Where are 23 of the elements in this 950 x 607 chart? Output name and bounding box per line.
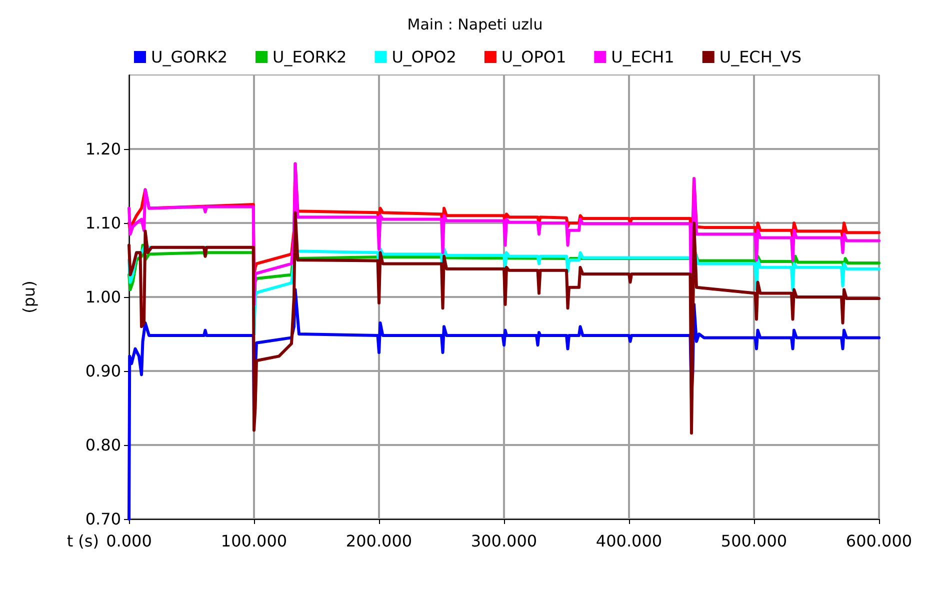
legend-label: U_GORK2 (151, 48, 228, 66)
x-tick-label: 400.000 (596, 532, 662, 550)
x-tick-label: 300.000 (470, 532, 538, 550)
y-tick-label: 1.10 (85, 214, 121, 232)
legend-label: U_OPO2 (392, 48, 456, 66)
y-tick-label: 0.90 (85, 362, 121, 380)
legend-label: U_ECH_VS (719, 48, 802, 66)
y-tick-label: 1.00 (85, 288, 121, 306)
legend-label: U_OPO1 (501, 48, 566, 66)
x-tick-label: 200.000 (346, 532, 412, 550)
x-tick-label: 600.000 (846, 532, 912, 550)
y-tick-label: 0.80 (85, 436, 121, 454)
legend-label: U_ECH1 (611, 48, 674, 66)
x-tick-label: 0.000 (106, 532, 152, 550)
y-tick-label: 0.70 (85, 510, 121, 528)
x-axis-title: t (s) (66, 532, 99, 550)
y-axis-title: (pu) (20, 280, 38, 314)
line-series (128, 211, 880, 435)
y-tick-label: 1.20 (85, 140, 121, 158)
x-tick-label: 100.000 (220, 532, 288, 550)
chart-title: Main : Napeti uzlu (407, 16, 543, 34)
legend-label: U_EORK2 (272, 48, 347, 66)
x-tick-label: 500.000 (720, 532, 788, 550)
